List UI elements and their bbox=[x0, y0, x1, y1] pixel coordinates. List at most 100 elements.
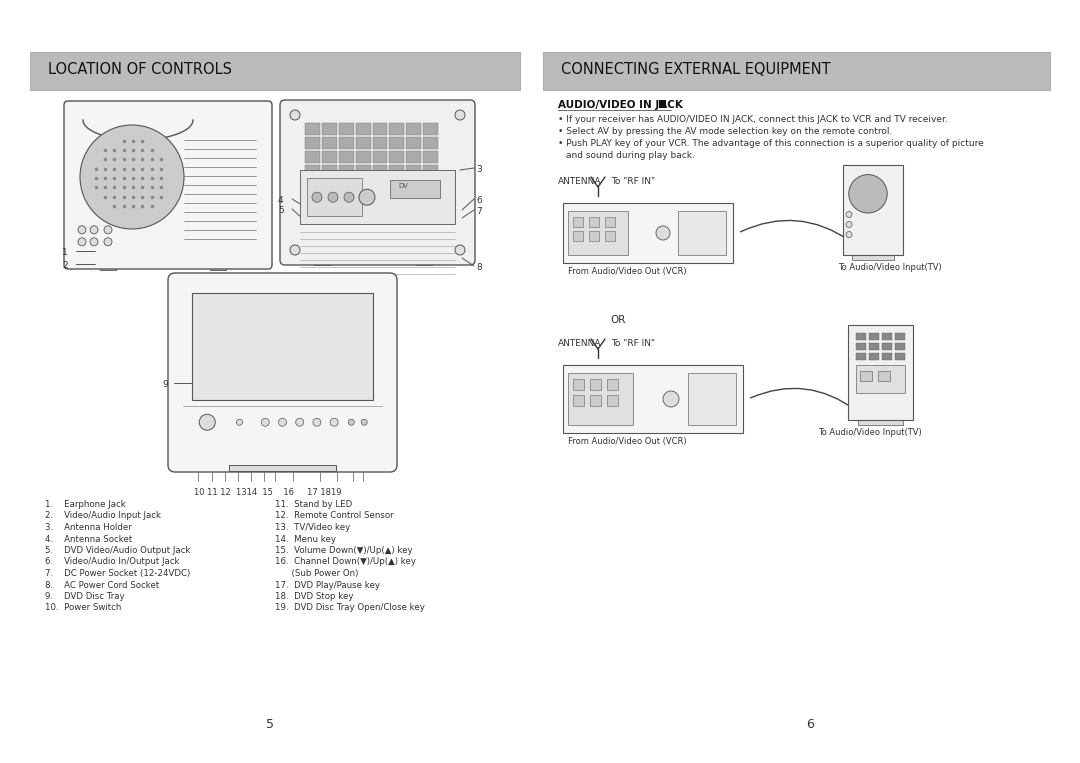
Circle shape bbox=[279, 418, 286, 427]
Text: and sound during play back.: and sound during play back. bbox=[566, 151, 694, 160]
Bar bbox=[688, 373, 735, 425]
Text: ANTENNA: ANTENNA bbox=[558, 177, 602, 186]
Bar bbox=[300, 170, 455, 224]
Circle shape bbox=[455, 110, 465, 120]
Text: 7.    DC Power Socket (12-24VDC): 7. DC Power Socket (12-24VDC) bbox=[45, 569, 190, 578]
Bar bbox=[355, 165, 370, 177]
Bar bbox=[406, 123, 421, 135]
Bar bbox=[416, 260, 432, 265]
Bar bbox=[607, 395, 618, 406]
Bar bbox=[322, 123, 337, 135]
Circle shape bbox=[345, 192, 354, 202]
Bar bbox=[589, 217, 599, 227]
Bar bbox=[590, 379, 600, 390]
Bar bbox=[563, 365, 743, 433]
Bar bbox=[605, 217, 615, 227]
Bar bbox=[882, 353, 892, 360]
Text: 9.    DVD Disc Tray: 9. DVD Disc Tray bbox=[45, 592, 124, 601]
Bar bbox=[100, 265, 116, 270]
Text: 11.  Stand by LED: 11. Stand by LED bbox=[275, 500, 352, 509]
Bar bbox=[573, 379, 584, 390]
Bar bbox=[573, 231, 583, 241]
Text: 2.    Video/Audio Input Jack: 2. Video/Audio Input Jack bbox=[45, 511, 161, 520]
Circle shape bbox=[348, 419, 354, 425]
Text: 6.    Video/Audio In/Output Jack: 6. Video/Audio In/Output Jack bbox=[45, 558, 179, 566]
Text: 10 11 12  1314  15    16     17 1819: 10 11 12 1314 15 16 17 1819 bbox=[194, 488, 341, 497]
Text: 7: 7 bbox=[476, 207, 482, 216]
Circle shape bbox=[78, 238, 86, 246]
Text: 3: 3 bbox=[476, 165, 482, 174]
Circle shape bbox=[846, 231, 852, 237]
Text: AUDIO/VIDEO IN JACK: AUDIO/VIDEO IN JACK bbox=[558, 100, 683, 110]
Bar bbox=[373, 123, 388, 135]
Text: 16.  Channel Down(▼)/Up(▲) key: 16. Channel Down(▼)/Up(▲) key bbox=[275, 558, 416, 566]
Text: 2: 2 bbox=[62, 261, 68, 270]
Bar bbox=[856, 343, 866, 350]
Bar bbox=[406, 165, 421, 177]
Text: • If your receiver has AUDIO/VIDEO IN JACK, connect this JACK to VCR and TV rece: • If your receiver has AUDIO/VIDEO IN JA… bbox=[558, 115, 948, 124]
Bar bbox=[573, 395, 584, 406]
Bar bbox=[568, 211, 627, 255]
Bar bbox=[390, 165, 404, 177]
Bar bbox=[590, 395, 600, 406]
Text: DV: DV bbox=[399, 183, 408, 189]
Text: 4: 4 bbox=[278, 196, 284, 205]
Bar bbox=[882, 343, 892, 350]
Text: 5: 5 bbox=[278, 206, 284, 215]
Text: 4.    Antenna Socket: 4. Antenna Socket bbox=[45, 535, 132, 543]
Bar bbox=[895, 343, 905, 350]
Bar bbox=[869, 353, 879, 360]
Circle shape bbox=[313, 418, 321, 427]
Text: 15.  Volume Down(▼)/Up(▲) key: 15. Volume Down(▼)/Up(▲) key bbox=[275, 546, 413, 555]
Text: 5: 5 bbox=[266, 718, 274, 731]
Text: To "RF IN": To "RF IN" bbox=[611, 177, 656, 186]
Bar bbox=[869, 343, 879, 350]
Text: 1.    Earphone Jack: 1. Earphone Jack bbox=[45, 500, 125, 509]
Bar bbox=[589, 231, 599, 241]
Bar bbox=[355, 123, 370, 135]
Bar bbox=[373, 151, 388, 163]
Bar bbox=[563, 203, 733, 263]
Bar bbox=[543, 52, 1050, 90]
Circle shape bbox=[849, 175, 887, 213]
Bar bbox=[406, 151, 421, 163]
Bar bbox=[373, 165, 388, 177]
Bar bbox=[856, 333, 866, 340]
Bar bbox=[339, 137, 353, 149]
Circle shape bbox=[104, 238, 112, 246]
Bar bbox=[305, 137, 320, 149]
Bar bbox=[423, 165, 438, 177]
Text: 8.    AC Power Cord Socket: 8. AC Power Cord Socket bbox=[45, 581, 159, 590]
Bar bbox=[605, 231, 615, 241]
Bar bbox=[659, 100, 666, 108]
Text: 6: 6 bbox=[806, 718, 814, 731]
Bar bbox=[568, 373, 633, 425]
Bar bbox=[305, 123, 320, 135]
Circle shape bbox=[199, 414, 215, 430]
Bar bbox=[882, 333, 892, 340]
Circle shape bbox=[237, 419, 243, 425]
Text: LOCATION OF CONTROLS: LOCATION OF CONTROLS bbox=[48, 62, 232, 77]
Bar bbox=[339, 123, 353, 135]
Text: To Audio/Video Input(TV): To Audio/Video Input(TV) bbox=[838, 263, 942, 272]
Bar bbox=[858, 420, 903, 425]
Circle shape bbox=[361, 419, 367, 425]
Text: 1: 1 bbox=[62, 248, 68, 257]
Bar bbox=[848, 325, 913, 420]
Text: OR: OR bbox=[610, 315, 625, 325]
Text: From Audio/Video Out (VCR): From Audio/Video Out (VCR) bbox=[568, 267, 687, 276]
Text: • Select AV by pressing the AV mode selection key on the remote control.: • Select AV by pressing the AV mode sele… bbox=[558, 127, 892, 136]
Circle shape bbox=[291, 110, 300, 120]
FancyBboxPatch shape bbox=[168, 273, 397, 472]
Bar bbox=[229, 465, 336, 471]
Circle shape bbox=[261, 418, 269, 427]
Bar bbox=[322, 151, 337, 163]
Circle shape bbox=[291, 245, 300, 255]
Circle shape bbox=[663, 391, 679, 407]
Text: To "RF IN": To "RF IN" bbox=[611, 339, 656, 348]
Bar bbox=[355, 151, 370, 163]
Text: 9: 9 bbox=[162, 380, 167, 389]
Circle shape bbox=[90, 238, 98, 246]
Bar bbox=[860, 371, 872, 381]
Circle shape bbox=[656, 226, 670, 240]
